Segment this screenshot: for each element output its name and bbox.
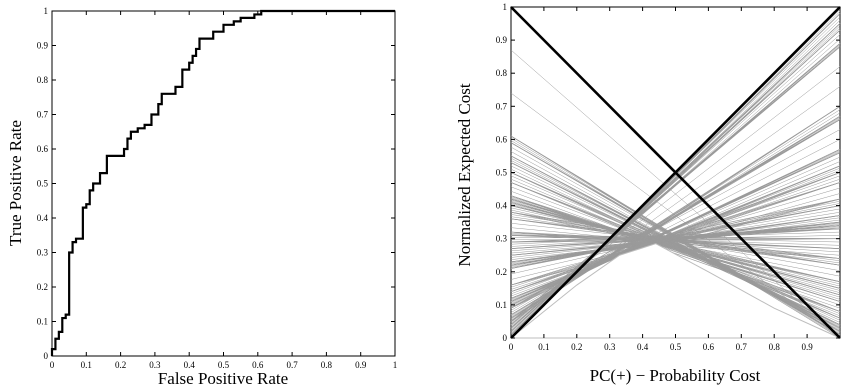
cost-line xyxy=(510,182,841,317)
roc-y-tick-label: 0.1 xyxy=(37,317,48,327)
cost-y-tick-label: 0.6 xyxy=(496,134,508,144)
cost-line xyxy=(510,231,841,243)
roc-x-tick-label: 1 xyxy=(393,360,398,370)
cost-x-tick-label: 0.6 xyxy=(703,342,715,352)
roc-x-axis-label: False Positive Rate xyxy=(158,369,288,388)
cost-line xyxy=(510,216,841,266)
cost-line xyxy=(510,175,841,292)
roc-y-tick-label: 0.6 xyxy=(37,144,49,154)
cost-line xyxy=(510,231,841,253)
cost-x-tick-label: 0.1 xyxy=(538,342,549,352)
cost-y-tick-labels: 0 0.1 0.2 0.3 0.4 0.5 0.6 0.7 0.8 0.9 1 xyxy=(496,2,508,343)
cost-line xyxy=(510,172,841,321)
roc-x-tick-label: 0 xyxy=(50,360,55,370)
roc-x-tick-label: 0.9 xyxy=(355,360,367,370)
cost-line xyxy=(510,49,841,339)
roc-y-tick-label: 0.7 xyxy=(37,110,49,120)
roc-y-tick-label: 0.4 xyxy=(37,213,49,223)
roc-x-tick-label: 0.3 xyxy=(149,360,161,370)
cost-x-tick-label: 0.2 xyxy=(571,342,582,352)
cost-line xyxy=(510,172,841,323)
roc-x-tick-label: 0.7 xyxy=(286,360,298,370)
cost-x-tick-label: 0.5 xyxy=(670,342,682,352)
cost-line xyxy=(510,172,841,297)
roc-plot-frame xyxy=(51,10,396,357)
cost-y-tick-label: 0.8 xyxy=(496,68,508,78)
cost-diagonal-up xyxy=(510,6,841,339)
cost-line xyxy=(510,195,841,309)
roc-y-tick-label: 0.2 xyxy=(37,282,48,292)
cost-line xyxy=(510,182,841,314)
cost-line xyxy=(510,191,841,312)
roc-y-tick-label: 0 xyxy=(44,351,49,361)
cost-y-axis-label: Normalized Expected Cost xyxy=(455,83,474,266)
roc-y-tick-label: 1 xyxy=(44,6,49,16)
cost-y-tick-label: 0.9 xyxy=(496,35,508,45)
cost-y-tick-label: 0.2 xyxy=(496,267,507,277)
roc-y-tick-label: 0.8 xyxy=(37,75,49,85)
roc-x-tick-label: 0.4 xyxy=(184,360,196,370)
roc-series xyxy=(50,9,395,356)
cost-x-axis-label: PC(+) − Probability Cost xyxy=(590,366,761,385)
cost-x-tick-label: 0.9 xyxy=(801,342,813,352)
roc-x-tick-labels: 0 0.1 0.2 0.3 0.4 0.5 0.6 0.7 0.8 0.9 1 xyxy=(50,360,398,370)
cost-panel: 0 0.1 0.2 0.3 0.4 0.5 0.6 0.7 0.8 0.9 00.10.20.30… xyxy=(455,2,841,385)
roc-y-tick-label: 0.3 xyxy=(37,248,49,258)
cost-line xyxy=(510,119,841,313)
cost-line xyxy=(510,178,841,292)
cost-x-tick-label: 0 xyxy=(509,342,514,352)
cost-line xyxy=(510,172,841,295)
cost-line xyxy=(510,165,841,325)
roc-x-tick-label: 0.1 xyxy=(81,360,92,370)
cost-y-tick-label: 0.1 xyxy=(496,300,507,310)
cost-y-tick-label: 0.5 xyxy=(496,168,508,178)
cost-line xyxy=(510,235,841,246)
roc-y-tick-label: 0.5 xyxy=(37,179,49,189)
cost-x-tick-labels: 0 0.1 0.2 0.3 0.4 0.5 0.6 0.7 0.8 0.9 xyxy=(509,342,813,352)
cost-x-tick-label: 0.7 xyxy=(736,342,748,352)
roc-x-tick-label: 0.2 xyxy=(115,360,126,370)
roc-y-tick-label: 0.9 xyxy=(37,41,49,51)
cost-ticks xyxy=(510,6,840,339)
cost-x-tick-label: 0.8 xyxy=(769,342,781,352)
roc-curve xyxy=(50,9,395,356)
roc-x-tick-label: 0.5 xyxy=(218,360,230,370)
cost-x-tick-label: 0.4 xyxy=(637,342,649,352)
roc-x-tick-label: 0.8 xyxy=(321,360,333,370)
cost-y-tick-label: 1 xyxy=(503,2,508,12)
cost-line xyxy=(510,135,841,338)
roc-x-tick-label: 0.6 xyxy=(252,360,264,370)
cost-lower-envelope xyxy=(509,243,841,339)
cost-line xyxy=(510,231,841,256)
cost-line xyxy=(510,195,841,306)
cost-y-tick-label: 0.7 xyxy=(496,101,508,111)
cost-y-tick-label: 0.3 xyxy=(496,234,508,244)
roc-panel: 0 0.1 0.2 0.3 0.4 0.5 0.6 0.7 0.8 0.9 1 0 0.1 0.2 0.3… xyxy=(6,6,397,388)
roc-y-tick-labels: 0 0.1 0.2 0.3 0.4 0.5 0.6 0.7 0.8 0.9 1 xyxy=(37,6,49,361)
cost-line xyxy=(510,92,841,339)
cost-y-tick-label: 0.4 xyxy=(496,201,508,211)
roc-y-axis-label: True Positive Rate xyxy=(6,120,25,246)
cost-series xyxy=(510,6,841,339)
cost-line xyxy=(510,178,841,319)
cost-y-tick-label: 0 xyxy=(503,333,508,343)
cost-line xyxy=(510,151,841,332)
cost-x-tick-label: 0.3 xyxy=(604,342,616,352)
cost-line xyxy=(510,156,841,302)
